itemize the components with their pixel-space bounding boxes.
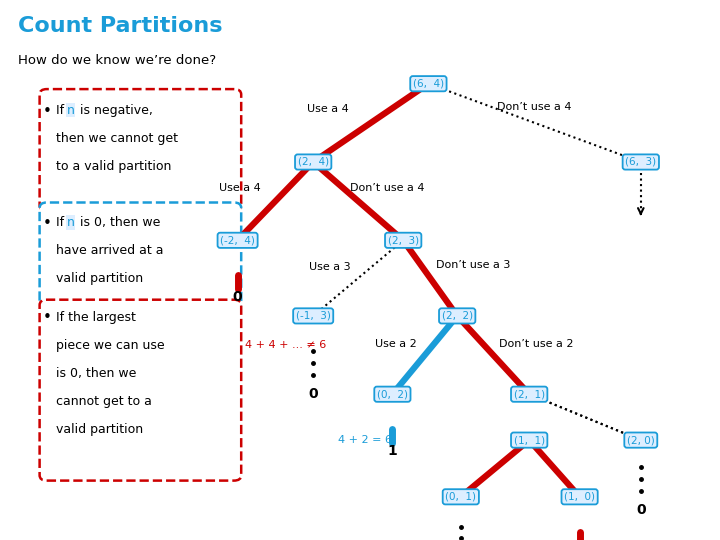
Text: •: • [43,104,52,119]
Text: 0: 0 [636,503,646,517]
Text: Don’t use a 4: Don’t use a 4 [498,102,572,112]
Text: then we cannot get: then we cannot get [56,132,178,145]
Text: Count Partitions: Count Partitions [18,16,222,36]
Text: valid partition: valid partition [56,272,143,285]
Text: (2,  3): (2, 3) [387,235,419,245]
Text: 0: 0 [233,290,243,304]
Text: n: n [66,216,74,229]
Text: is 0, then we: is 0, then we [56,367,137,380]
Text: (-1,  3): (-1, 3) [296,311,330,321]
Text: to a valid partition: to a valid partition [56,160,171,173]
Text: have arrived at a: have arrived at a [56,244,163,257]
Text: (2, 0): (2, 0) [627,435,654,445]
Text: Use a 3: Use a 3 [309,262,350,272]
Text: 4 + 4 + ... ≠ 6: 4 + 4 + ... ≠ 6 [245,340,326,350]
Text: (1,  1): (1, 1) [513,435,545,445]
Text: 1: 1 [387,444,397,458]
Text: (6,  4): (6, 4) [413,79,444,89]
Text: (1,  0): (1, 0) [564,492,595,502]
Text: Don’t use a 3: Don’t use a 3 [436,260,510,269]
Text: cannot get to a: cannot get to a [56,395,152,408]
Text: (0,  2): (0, 2) [377,389,408,399]
Text: is negative,: is negative, [76,104,153,117]
Text: If the largest: If the largest [56,310,136,323]
Text: 0: 0 [308,387,318,401]
Text: is 0, then we: is 0, then we [76,216,161,229]
Text: (2,  1): (2, 1) [513,389,545,399]
Text: (2,  4): (2, 4) [297,157,329,167]
Text: •: • [43,310,52,326]
Text: Use a 4: Use a 4 [307,104,348,114]
Text: Don’t use a 2: Don’t use a 2 [499,339,574,349]
Text: How do we know we’re done?: How do we know we’re done? [18,54,216,67]
Text: (-2,  4): (-2, 4) [220,235,255,245]
FancyBboxPatch shape [40,300,241,481]
Text: Don’t use a 4: Don’t use a 4 [350,183,424,193]
Text: Use a 4: Use a 4 [219,183,260,193]
Text: (6,  3): (6, 3) [625,157,657,167]
Text: Use a 2: Use a 2 [375,339,417,349]
Text: piece we can use: piece we can use [56,339,165,352]
Text: (2,  2): (2, 2) [441,311,473,321]
FancyBboxPatch shape [40,89,241,211]
FancyBboxPatch shape [40,202,241,308]
Text: •: • [43,216,52,231]
Text: If: If [56,104,68,117]
Text: (0,  1): (0, 1) [445,492,477,502]
Text: n: n [66,104,74,117]
Text: If: If [56,216,68,229]
Text: valid partition: valid partition [56,423,143,436]
Text: 4 + 2 = 6: 4 + 2 = 6 [338,435,392,445]
